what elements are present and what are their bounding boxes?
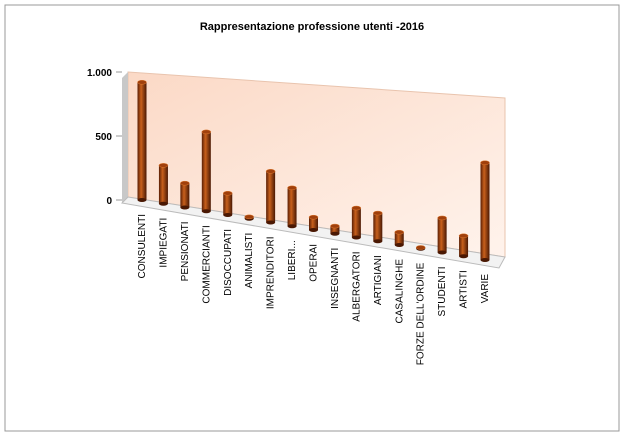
x-tick-label: CONSULENTI (137, 214, 148, 278)
x-tick-label: STUDENTI (437, 267, 448, 317)
bar-top (394, 229, 404, 235)
bar-base (266, 220, 276, 225)
bar-base (309, 228, 318, 232)
bar-base (137, 198, 147, 202)
bar-top (287, 185, 297, 191)
bar-top (265, 169, 276, 174)
x-tick-label: ARTIGIANI (373, 255, 384, 305)
bar-top (373, 210, 383, 216)
bar-top (458, 233, 469, 239)
bar-top (308, 214, 319, 220)
x-tick-label: ARTISTI (459, 270, 470, 308)
bar-top (158, 163, 169, 168)
bar-base (330, 231, 340, 236)
side-wall (122, 72, 128, 203)
bar (266, 171, 276, 223)
bar-top (137, 79, 147, 85)
bar (180, 183, 190, 208)
bar-top (415, 245, 426, 250)
x-tick-label: FORZE DELL'ORDINE (416, 262, 427, 365)
bar-base (158, 201, 168, 206)
bar-top (223, 190, 233, 196)
x-tick-label: VARIE (480, 274, 491, 304)
bar-base (180, 205, 190, 210)
x-tick-label: PENSIONATI (180, 222, 191, 282)
chart-title: Rappresentazione professione utenti -201… (200, 21, 424, 33)
x-tick-label: ANIMALISTI (244, 233, 255, 289)
x-tick-label: ALBERGATORI (351, 252, 362, 322)
bar (287, 187, 297, 227)
bar (394, 232, 404, 245)
bar-top (201, 129, 212, 135)
bar-top (180, 180, 190, 186)
bar-top (437, 215, 447, 221)
x-tick-label: IMPIEGATI (158, 218, 169, 268)
bar (201, 131, 211, 212)
bar (351, 208, 361, 238)
bar-base (373, 239, 383, 244)
bar (480, 162, 490, 260)
x-tick-label: DISOCCUPATI (223, 229, 234, 296)
bar (437, 217, 447, 253)
bar (137, 82, 147, 200)
x-tick-label: OPERAI (309, 244, 320, 282)
bar-base (459, 254, 469, 259)
bar (309, 217, 318, 230)
y-tick-label: 1.000 (87, 68, 112, 79)
bar-base (394, 243, 404, 247)
bar-top (244, 214, 254, 220)
x-tick-label: COMMERCIANTI (201, 225, 212, 303)
bar-base (223, 213, 233, 217)
bar (330, 226, 340, 234)
x-tick-label: INSEGNANTI (330, 248, 341, 309)
bar (373, 213, 383, 242)
x-tick-label: CASALINGHE (394, 259, 405, 324)
bar-top (480, 160, 490, 165)
bar-base (480, 258, 490, 262)
bar-top (330, 223, 340, 229)
bar (158, 165, 168, 204)
x-tick-label: LIBERI... (287, 240, 298, 280)
x-tick-label: IMPRENDITORI (266, 237, 277, 310)
bar-base (287, 224, 297, 229)
bar (459, 235, 469, 257)
floor (120, 196, 506, 269)
bar-base (437, 250, 447, 255)
bar-top (351, 205, 362, 211)
y-tick-label: 0 (106, 196, 112, 207)
bar (223, 193, 233, 215)
bar-base (351, 235, 361, 240)
bar-base (201, 209, 211, 214)
y-tick-label: 500 (95, 132, 112, 143)
